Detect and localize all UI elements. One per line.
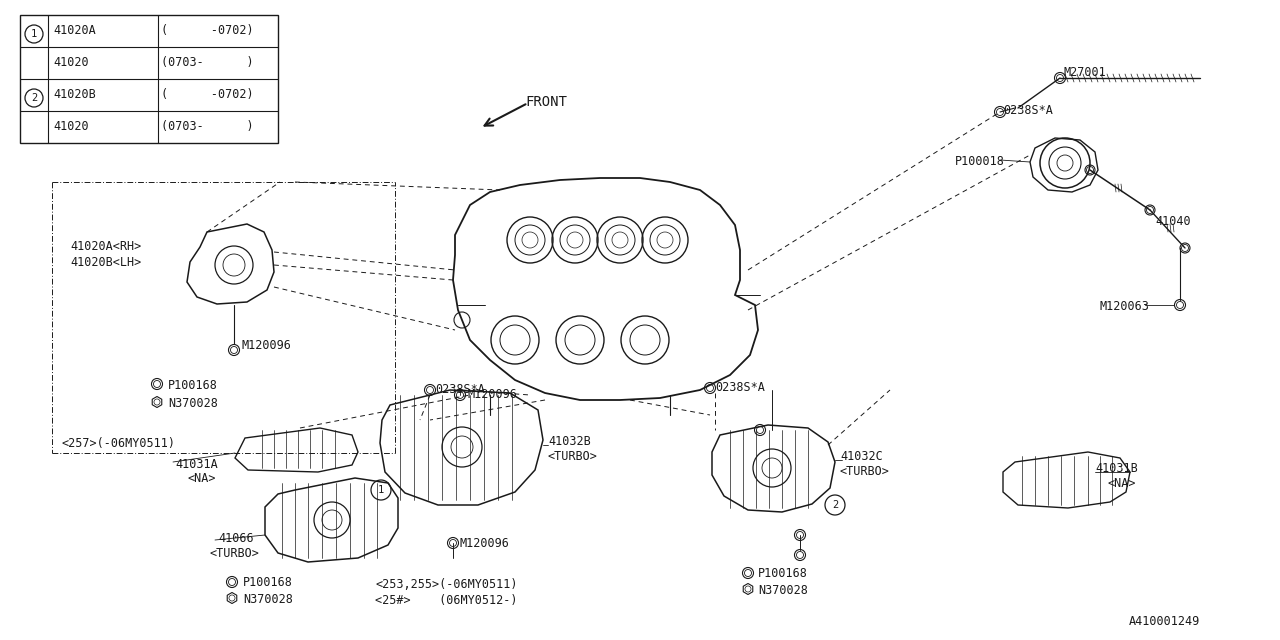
Text: FRONT: FRONT <box>525 95 567 109</box>
Text: 1: 1 <box>378 485 384 495</box>
Text: <253,255>(-06MY0511): <253,255>(-06MY0511) <box>375 578 517 591</box>
Text: M120096: M120096 <box>242 339 292 352</box>
Text: M120063: M120063 <box>1100 300 1149 313</box>
Text: <257>(-06MY0511): <257>(-06MY0511) <box>61 437 177 450</box>
Text: 41020: 41020 <box>52 120 88 133</box>
Text: 2: 2 <box>832 500 838 510</box>
Text: P100168: P100168 <box>168 379 218 392</box>
Text: 41020: 41020 <box>52 56 88 69</box>
Text: N370028: N370028 <box>243 593 293 606</box>
Text: <NA>: <NA> <box>187 472 215 485</box>
Text: N370028: N370028 <box>168 397 218 410</box>
Text: P100168: P100168 <box>758 567 808 580</box>
Text: 41032B: 41032B <box>548 435 591 448</box>
Text: 41066: 41066 <box>218 532 253 545</box>
Text: 1: 1 <box>31 29 37 39</box>
Text: 41020A<RH>: 41020A<RH> <box>70 240 141 253</box>
Text: 41020B: 41020B <box>52 88 96 101</box>
Text: 41020A: 41020A <box>52 24 96 37</box>
Text: M27001: M27001 <box>1062 66 1106 79</box>
Text: M120096: M120096 <box>468 388 518 401</box>
Text: M120096: M120096 <box>460 537 509 550</box>
Text: 41032C: 41032C <box>840 450 883 463</box>
Text: <TURBO>: <TURBO> <box>548 450 598 463</box>
Bar <box>20 15 278 143</box>
Text: 41031A: 41031A <box>175 458 218 471</box>
Text: <TURBO>: <TURBO> <box>840 465 890 478</box>
Text: 0238S*A: 0238S*A <box>716 381 765 394</box>
Text: P100168: P100168 <box>243 576 293 589</box>
Text: <TURBO>: <TURBO> <box>210 547 260 560</box>
Text: 2: 2 <box>31 93 37 103</box>
Text: P100018: P100018 <box>955 155 1005 168</box>
Text: <NA>: <NA> <box>1107 477 1135 490</box>
Text: 41020B<LH>: 41020B<LH> <box>70 256 141 269</box>
Text: (0703-      ): (0703- ) <box>161 56 253 69</box>
Text: 0238S*A: 0238S*A <box>435 383 485 396</box>
Text: 0238S*A: 0238S*A <box>1004 104 1053 117</box>
Text: 41031B: 41031B <box>1094 462 1138 475</box>
Text: (      -0702): ( -0702) <box>161 88 253 101</box>
Text: (      -0702): ( -0702) <box>161 24 253 37</box>
Text: <25#>    (06MY0512-): <25#> (06MY0512-) <box>375 594 517 607</box>
Text: (0703-      ): (0703- ) <box>161 120 253 133</box>
Text: N370028: N370028 <box>758 584 808 597</box>
Text: 41040: 41040 <box>1155 215 1190 228</box>
Text: A410001249: A410001249 <box>1129 615 1201 628</box>
